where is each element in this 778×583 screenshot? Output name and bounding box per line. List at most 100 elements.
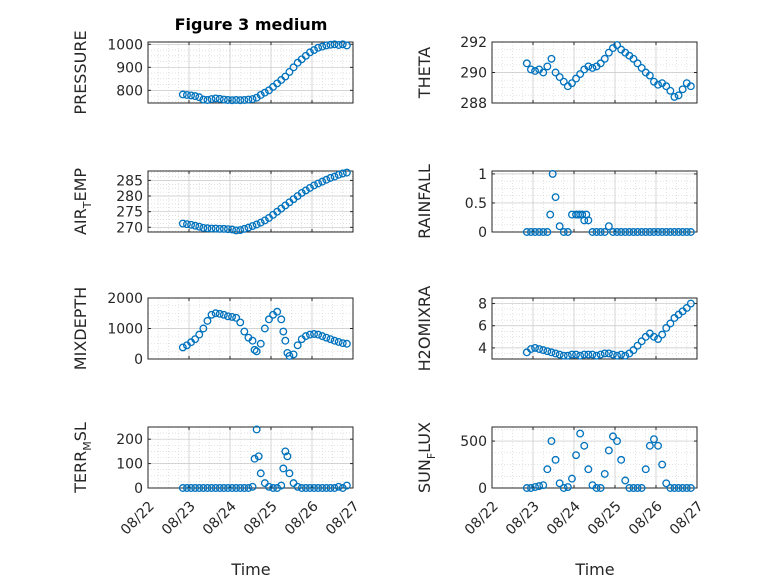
data-point bbox=[240, 96, 249, 104]
data-point bbox=[195, 484, 204, 492]
data-point bbox=[342, 481, 351, 490]
y-tick-label: 0.5 bbox=[465, 196, 487, 212]
data-point bbox=[254, 452, 263, 461]
data-point bbox=[662, 479, 671, 488]
data-point bbox=[650, 228, 658, 236]
data-point bbox=[203, 484, 212, 492]
data-point bbox=[250, 454, 259, 463]
x-tick-label: 08/24 bbox=[544, 498, 584, 538]
data-point bbox=[588, 63, 597, 72]
data-point bbox=[301, 484, 310, 492]
y-tick-label: 1000 bbox=[107, 322, 143, 338]
y-axis-label-main: MIXDEPTH bbox=[71, 287, 90, 370]
axes-box bbox=[147, 170, 354, 233]
data-point bbox=[547, 437, 556, 446]
data-point bbox=[342, 168, 351, 177]
data-point bbox=[613, 351, 621, 360]
data-point bbox=[658, 460, 667, 469]
data-point bbox=[596, 350, 605, 359]
data-point bbox=[559, 484, 568, 492]
data-point bbox=[617, 350, 626, 359]
data-point bbox=[256, 90, 265, 99]
x-tick-label: 08/22 bbox=[118, 498, 158, 538]
axes-box bbox=[147, 41, 354, 104]
y-tick-label: 4 bbox=[478, 341, 487, 357]
data-point bbox=[277, 315, 286, 324]
data-point bbox=[318, 332, 327, 341]
data-point bbox=[318, 42, 327, 51]
data-point bbox=[297, 188, 306, 197]
data-point bbox=[584, 216, 593, 225]
data-point bbox=[207, 224, 216, 233]
data-point bbox=[199, 484, 208, 492]
data-point bbox=[621, 228, 630, 236]
data-point bbox=[580, 350, 589, 359]
data-point bbox=[629, 346, 638, 355]
y-axis-label-main: PRESSURE bbox=[71, 30, 90, 114]
data-point bbox=[568, 350, 576, 359]
data-point bbox=[666, 484, 675, 492]
data-point bbox=[330, 40, 339, 49]
x-axis-label-right: Time bbox=[574, 560, 614, 579]
y-axis-label: THETA bbox=[415, 47, 434, 99]
data-point bbox=[203, 96, 212, 104]
data-point bbox=[551, 193, 560, 202]
data-point bbox=[252, 425, 261, 434]
data-point bbox=[674, 484, 683, 492]
data-point bbox=[609, 350, 617, 359]
data-point bbox=[629, 228, 638, 236]
y-axis-label-subscript: F bbox=[425, 453, 438, 459]
data-point bbox=[244, 223, 253, 232]
x-tick-label: 08/26 bbox=[626, 498, 666, 538]
data-point bbox=[572, 74, 580, 83]
data-point bbox=[260, 88, 269, 97]
data-point bbox=[207, 484, 216, 492]
panel-5: 0 1000 2000 MIXDEPTH bbox=[71, 287, 354, 370]
x-tick-label: 08/24 bbox=[200, 498, 240, 538]
data-point bbox=[203, 316, 212, 325]
data-point bbox=[531, 343, 539, 352]
data-point bbox=[584, 465, 593, 474]
y-axis-label-main: SUN bbox=[415, 459, 434, 493]
data-point bbox=[617, 228, 626, 236]
data-point bbox=[563, 351, 572, 360]
data-point bbox=[211, 224, 220, 233]
panel-7: 0 100 200 08/22 08/23 08/24 08/25 08/26 08/27 TER… bbox=[71, 422, 363, 538]
data-point bbox=[592, 351, 601, 360]
data-point bbox=[314, 179, 323, 188]
y-tick-label: 280 bbox=[116, 189, 143, 205]
data-point bbox=[191, 92, 200, 101]
data-point bbox=[211, 484, 220, 492]
data-point bbox=[330, 484, 339, 492]
data-point bbox=[260, 216, 269, 225]
data-point bbox=[223, 312, 232, 321]
data-point bbox=[326, 173, 335, 182]
y-tick-label: 100 bbox=[116, 457, 143, 473]
data-point bbox=[236, 484, 245, 492]
data-point bbox=[555, 73, 564, 82]
data-point bbox=[654, 335, 662, 343]
data-point bbox=[637, 337, 646, 346]
data-point bbox=[252, 220, 261, 229]
data-point bbox=[338, 339, 347, 348]
data-point bbox=[548, 169, 557, 178]
data-point bbox=[596, 228, 605, 236]
data-point bbox=[318, 177, 327, 186]
data-point bbox=[297, 484, 306, 492]
data-point bbox=[228, 225, 236, 234]
data-point bbox=[531, 483, 539, 492]
data-point bbox=[310, 484, 318, 492]
data-point bbox=[543, 62, 552, 71]
data-point bbox=[604, 48, 613, 57]
y-tick-label: 0 bbox=[478, 225, 487, 241]
data-point bbox=[641, 465, 650, 474]
data-point bbox=[678, 484, 687, 492]
data-point bbox=[322, 333, 331, 342]
data-point bbox=[686, 228, 695, 236]
data-point bbox=[248, 95, 257, 104]
data-point bbox=[686, 484, 695, 492]
data-point bbox=[670, 484, 679, 492]
x-tick-label: 08/25 bbox=[241, 498, 281, 538]
data-point bbox=[551, 349, 560, 358]
